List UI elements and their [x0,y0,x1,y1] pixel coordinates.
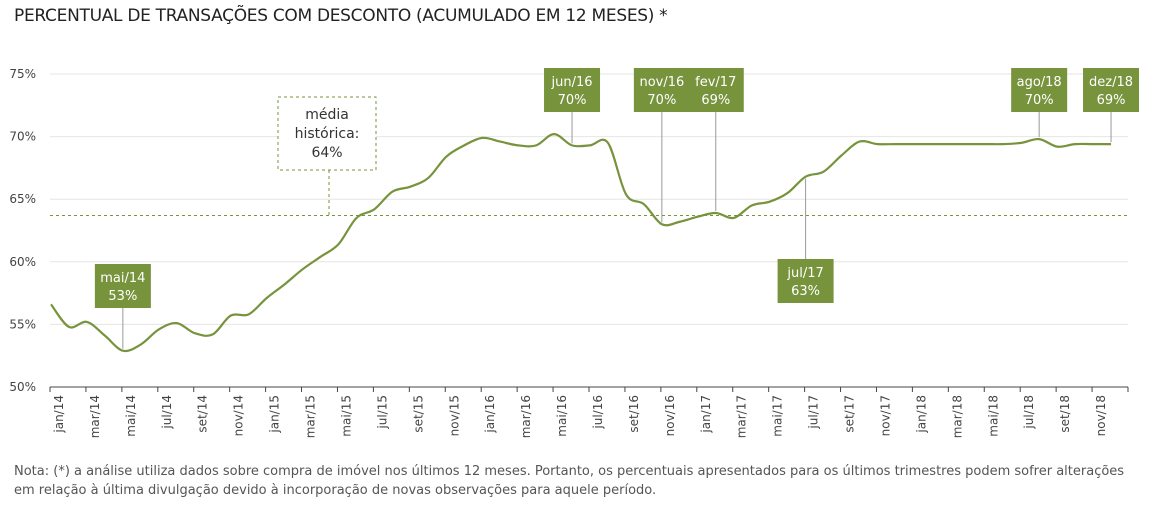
y-tick-label: 70% [9,130,36,144]
y-tick-label: 75% [9,67,36,81]
line-chart: 50% 55% 60% 65% 70% 75% jan/14 mar/14 mai/14 jul/… [9,67,1140,438]
x-tick-label: nov/18 [1094,395,1108,436]
annotation-label: nov/16 [639,75,684,90]
x-tick-label: set/15 [411,395,425,433]
x-tick-label: mar/14 [88,395,102,438]
annotation-box [687,68,744,112]
annotation-box [94,264,151,308]
x-tick-label: set/17 [843,395,857,433]
x-tick-label: mai/15 [339,395,353,437]
annotation-label: jun/16 [551,75,593,90]
mean-label-box [277,96,377,171]
x-tick-label: jan/16 [483,395,497,434]
x-tick-label: jul/14 [160,395,174,430]
y-tick-label: 50% [9,380,36,394]
mean-label-text: 64% [311,145,342,161]
annotation-label: 70% [558,93,587,108]
x-tick-label: jan/18 [914,395,928,434]
annotation-box [777,259,834,303]
x-tick-label: jul/16 [591,395,605,430]
mean-label-text: média [305,107,349,123]
annotation-label: 70% [1025,93,1054,108]
y-tick-label: 60% [9,255,36,269]
x-tick-label: mar/17 [735,395,749,438]
x-tick-label: nov/14 [232,395,246,436]
annotation-label: 53% [108,289,137,304]
x-tick-label: mai/14 [124,395,138,437]
annotation-label: 63% [791,284,820,299]
x-tick-label: mar/15 [304,395,318,438]
annotation-label: 69% [1097,93,1126,108]
x-tick-label: set/14 [196,395,210,433]
x-tick-label: jul/17 [807,395,821,430]
x-tick-label: set/18 [1058,395,1072,433]
y-tick-label: 65% [9,192,36,206]
annotation-box [1083,68,1140,112]
annotation-label: jul/17 [786,266,823,281]
x-tick-label: jan/15 [268,395,282,434]
footnote: Nota: (*) a análise utiliza dados sobre … [14,464,1125,498]
annotation-box [633,68,690,112]
annotation-label: mai/14 [100,271,145,286]
annotation-label: fev/17 [695,75,736,90]
x-tick-label: nov/17 [878,395,892,436]
x-tick-label: nov/16 [663,395,677,436]
annotation-label: 70% [647,93,676,108]
annotation-label: ago/18 [1017,75,1062,90]
x-tick-label: jan/17 [699,395,713,434]
series-line [50,132,1112,353]
annotation-box [1011,68,1068,112]
x-tick-label: jul/15 [375,395,389,430]
chart-title: PERCENTUAL DE TRANSAÇÕES COM DESCONTO (A… [14,6,668,26]
annotation-label: dez/18 [1089,75,1133,90]
x-tick-label: mai/18 [986,395,1000,437]
x-tick-label: jul/18 [1022,395,1036,430]
x-tick-label: mar/18 [950,395,964,438]
mean-label-text: histórica: [295,126,360,142]
x-tick-label: mai/16 [555,395,569,437]
x-tick-label: mai/17 [771,395,785,437]
x-tick-label: jan/14 [52,395,66,434]
annotation-label: 69% [701,93,730,108]
annotation-box [544,68,601,112]
x-tick-label: nov/15 [447,395,461,436]
x-tick-label: set/16 [627,395,641,433]
y-tick-label: 55% [9,317,36,331]
x-tick-label: mar/16 [519,395,533,438]
